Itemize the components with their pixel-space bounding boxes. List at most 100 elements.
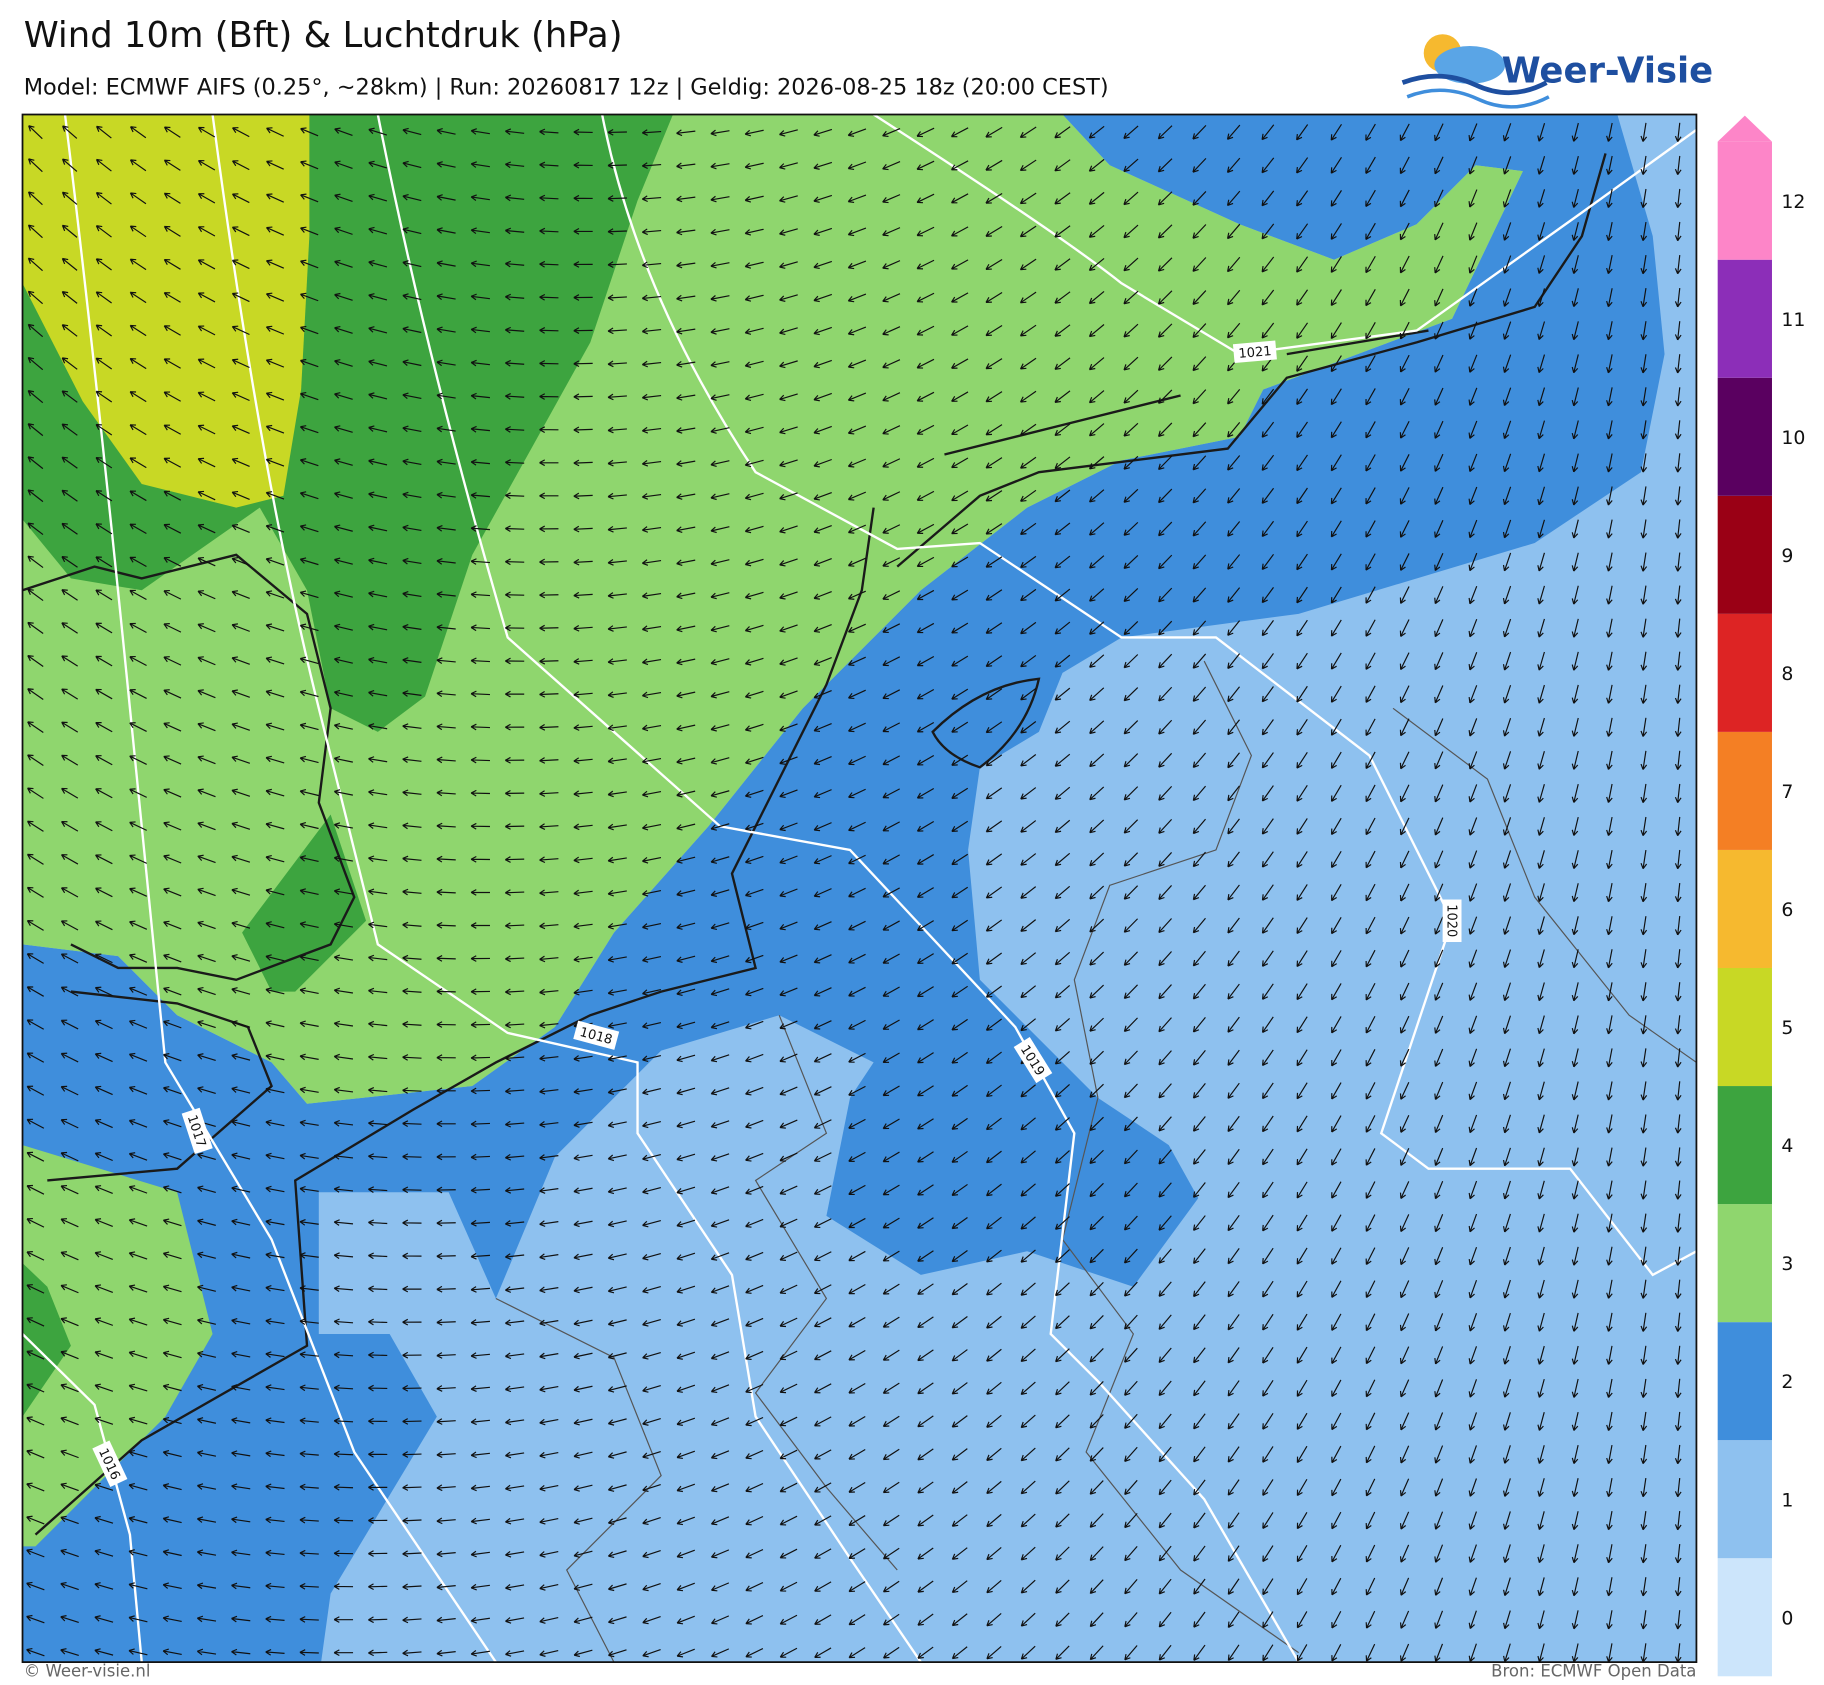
wind-arrow <box>710 328 730 335</box>
wind-arrow <box>847 194 867 204</box>
wind-arrow <box>94 1052 113 1063</box>
wind-arrow <box>1192 191 1207 206</box>
wind-arrow <box>333 1450 354 1458</box>
wind-arrow <box>1537 189 1546 208</box>
wind-arrow <box>916 556 935 568</box>
wind-arrow <box>129 225 147 238</box>
wind-arrow <box>951 1613 968 1627</box>
wind-arrow <box>129 920 148 930</box>
wind-arrow <box>676 261 696 269</box>
wind-arrow <box>1537 1345 1545 1365</box>
wind-arrow <box>1365 288 1376 307</box>
wind-arrow <box>916 523 935 534</box>
wind-arrow <box>265 689 285 698</box>
wind-arrow <box>573 228 593 235</box>
wind-arrow <box>1331 950 1342 968</box>
wind-arrow <box>1674 1511 1682 1531</box>
wind-arrow <box>231 1185 251 1193</box>
wind-arrow <box>779 1020 798 1030</box>
wind-arrow <box>266 160 284 170</box>
wind-arrow <box>163 1019 182 1029</box>
wind-arrow <box>676 1153 696 1162</box>
wind-arrow <box>985 1117 1002 1131</box>
wind-arrow <box>505 1650 525 1657</box>
wind-arrow <box>1537 585 1545 605</box>
wind-arrow <box>436 855 456 863</box>
wind-arrow <box>847 326 867 336</box>
wind-arrow <box>573 327 593 334</box>
wind-arrow <box>470 723 490 731</box>
wind-arrow <box>1434 916 1444 935</box>
wind-arrow <box>573 823 593 831</box>
wind-arrow <box>1054 258 1071 271</box>
wind-arrow <box>710 427 730 434</box>
wind-arrow <box>1193 1215 1206 1231</box>
wind-arrows <box>26 122 1682 1663</box>
wind-arrow <box>1434 486 1444 505</box>
wind-arrow <box>882 722 901 733</box>
wind-arrow <box>231 1218 251 1226</box>
wind-arrow <box>1296 322 1309 339</box>
wind-arrow <box>848 887 866 898</box>
wind-arrow <box>1261 818 1274 835</box>
wind-arrow <box>1365 355 1376 373</box>
wind-arrow <box>779 327 798 336</box>
wind-arrow <box>1020 1513 1036 1528</box>
wind-arrow <box>368 127 388 136</box>
wind-arrow <box>162 1350 182 1359</box>
wind-arrow <box>916 821 935 832</box>
wind-arrow <box>1296 1082 1308 1100</box>
wind-arrow <box>1020 1249 1036 1263</box>
wind-arrow <box>334 127 353 136</box>
wind-arrow <box>368 392 388 400</box>
wind-arrow <box>402 624 422 631</box>
wind-arrow <box>265 921 285 929</box>
wind-arrow <box>539 1649 559 1657</box>
wind-arrow <box>1089 1579 1104 1595</box>
wind-arrow <box>1089 1017 1104 1032</box>
wind-arrow <box>505 1187 525 1194</box>
wind-arrow <box>231 1053 251 1061</box>
wind-arrow <box>1227 1214 1240 1232</box>
wind-arrow <box>779 1053 798 1063</box>
wind-arrow <box>299 1450 319 1458</box>
wind-arrow <box>299 855 319 863</box>
wind-arrow <box>61 257 78 271</box>
wind-arrow <box>61 357 78 370</box>
wind-arrow <box>847 458 867 468</box>
wind-arrow <box>1055 1249 1070 1264</box>
wind-arrow <box>402 227 422 235</box>
wind-arrow <box>1089 786 1105 801</box>
wind-arrow <box>1640 585 1648 605</box>
wind-arrow <box>333 1020 354 1028</box>
wind-arrow <box>1262 1214 1274 1232</box>
wind-arrow <box>882 788 900 799</box>
wind-arrow <box>641 426 662 434</box>
wind-arrow <box>1296 1313 1308 1331</box>
wind-arrow <box>1124 1645 1138 1661</box>
wind-arrow <box>333 722 353 730</box>
wind-arrow <box>642 1384 661 1393</box>
wind-arrow <box>26 853 44 865</box>
wind-arrow <box>1674 585 1682 605</box>
wind-arrow <box>1434 519 1444 538</box>
wind-arrow <box>1158 1182 1172 1198</box>
wind-arrow <box>368 822 388 829</box>
wind-arrow <box>1640 1015 1648 1035</box>
wind-arrow <box>642 922 662 930</box>
wind-arrow <box>368 1020 388 1028</box>
wind-arrow <box>1089 1182 1104 1198</box>
wind-arrow <box>1192 157 1207 173</box>
wind-arrow <box>1227 488 1241 504</box>
wind-arrow <box>951 1084 968 1097</box>
wind-arrow <box>1571 916 1579 936</box>
wind-arrow <box>1123 1017 1138 1033</box>
wind-arrow <box>1123 1149 1138 1165</box>
wind-arrow <box>163 854 182 864</box>
wind-arrow <box>745 921 764 931</box>
wind-arrow <box>1054 1017 1070 1032</box>
wind-arrow <box>1571 1544 1579 1564</box>
wind-arrow <box>1192 124 1207 140</box>
wind-arrow <box>1571 1378 1579 1398</box>
wind-arrow <box>951 1117 968 1130</box>
